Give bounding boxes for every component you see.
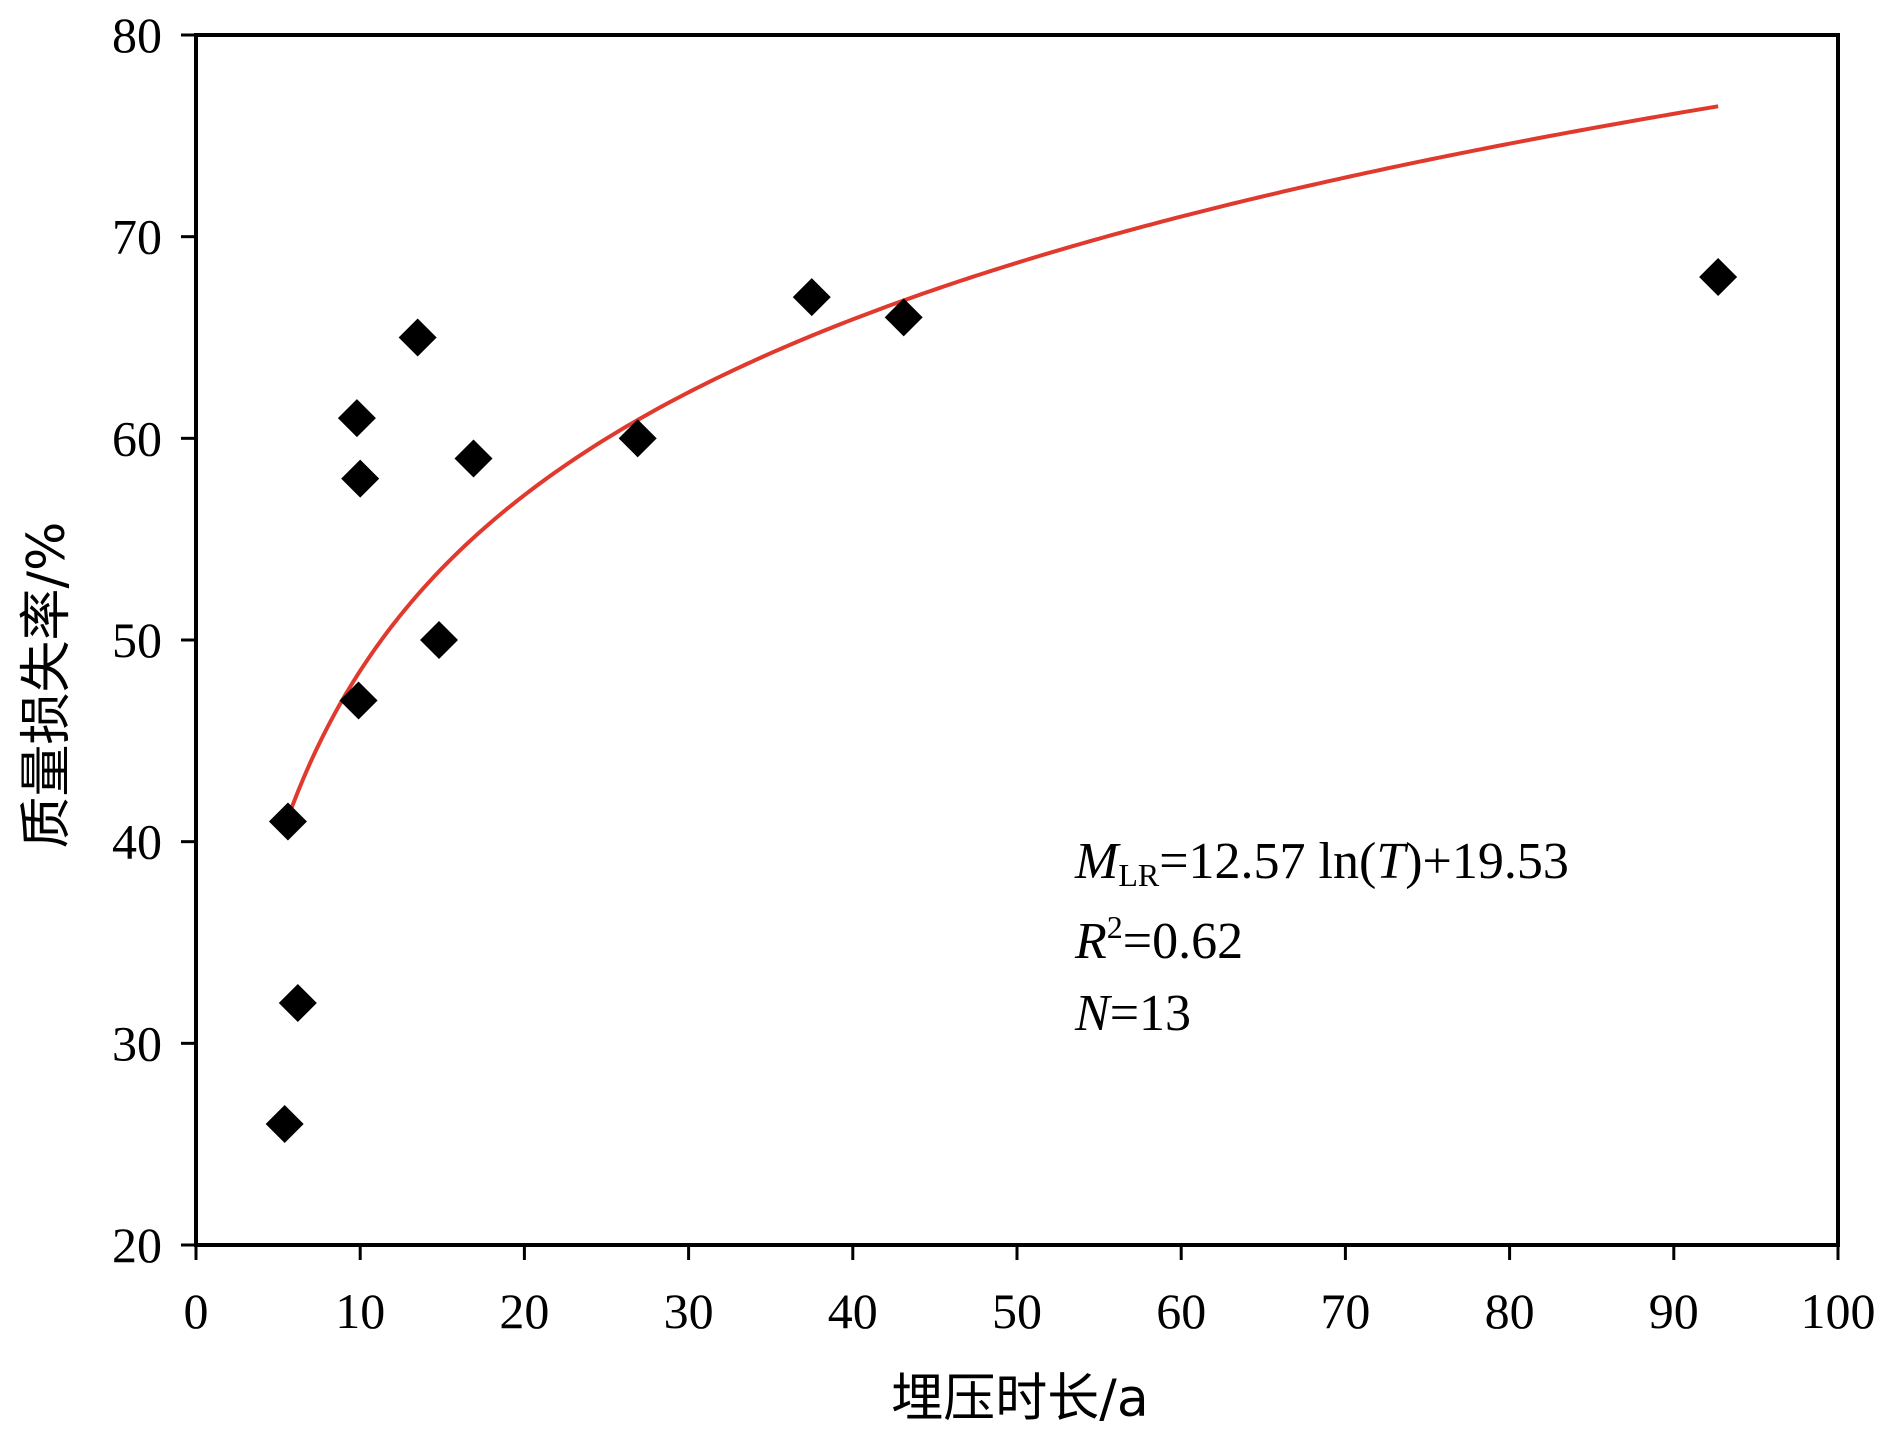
x-axis-title: 埋压时长/a xyxy=(891,1369,1148,1429)
x-tick-label: 40 xyxy=(828,1283,878,1339)
data-point xyxy=(337,399,376,438)
data-point xyxy=(265,1105,304,1143)
x-tick-label: 50 xyxy=(992,1283,1042,1339)
x-tick-label: 70 xyxy=(1320,1283,1370,1339)
data-point xyxy=(341,459,380,498)
equation-annotation: MLR=12.57 ln(T)+19.53 xyxy=(1074,833,1569,893)
x-tick-label: 10 xyxy=(335,1283,385,1339)
y-tick-label: 30 xyxy=(112,1015,162,1071)
y-tick-label: 50 xyxy=(112,612,162,668)
plot-border xyxy=(194,33,1840,1247)
r-squared-annotation: R2=0.62 xyxy=(1074,909,1243,970)
data-point xyxy=(420,621,459,659)
data-point xyxy=(339,681,378,720)
y-axis-title: 质量损失率/% xyxy=(17,522,77,849)
fit-curve xyxy=(284,104,1719,824)
data-point xyxy=(268,802,307,841)
x-tick-label: 80 xyxy=(1485,1283,1535,1339)
n-annotation: N=13 xyxy=(1074,985,1191,1042)
y-tick-label: 70 xyxy=(112,209,162,265)
data-point xyxy=(398,318,437,357)
x-tick-label: 20 xyxy=(499,1283,549,1339)
plot-frame xyxy=(194,33,1840,1247)
data-points xyxy=(265,258,1738,1143)
x-tick-label: 0 xyxy=(184,1283,209,1339)
x-tick-label: 60 xyxy=(1156,1283,1206,1339)
data-point xyxy=(1699,258,1738,296)
data-point xyxy=(792,278,831,317)
data-point xyxy=(618,419,657,458)
data-point xyxy=(278,984,317,1022)
y-tick-label: 40 xyxy=(112,814,162,870)
y-tick-label: 20 xyxy=(112,1217,162,1273)
x-tick-label: 90 xyxy=(1649,1283,1699,1339)
y-tick-label: 60 xyxy=(112,410,162,466)
axes: 0 10 20 30 40 50 60 70 80 90 100 20 30 40 50 60 70 80 xyxy=(112,7,1876,1339)
data-point xyxy=(454,439,493,478)
data-point xyxy=(884,298,923,337)
y-tick-label: 80 xyxy=(112,7,162,63)
x-tick-label: 30 xyxy=(664,1283,714,1339)
x-tick-label: 100 xyxy=(1801,1283,1876,1339)
